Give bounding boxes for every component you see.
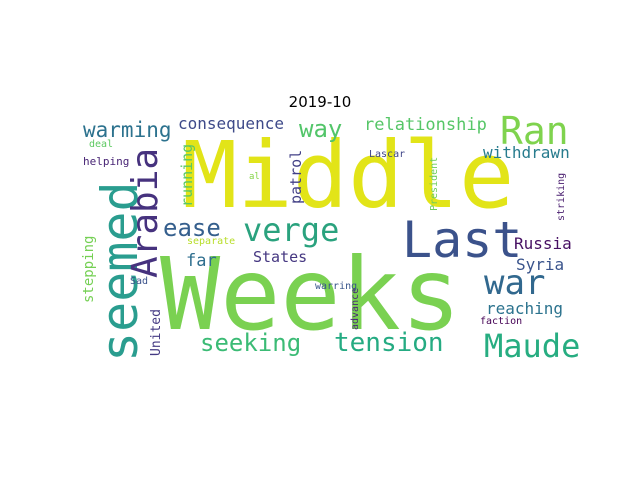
word-advance: advance	[350, 287, 361, 330]
word-way: way	[299, 115, 343, 143]
word-warring: warring	[315, 281, 358, 292]
word-reaching: reaching	[486, 299, 564, 318]
word-far: far	[186, 251, 217, 271]
word-weeks: Weeks	[160, 236, 462, 353]
chart-title: 2019-10	[288, 93, 352, 111]
word-deal: deal	[89, 139, 114, 150]
word-maude: Maude	[484, 327, 581, 365]
word-separate: separate	[187, 236, 236, 247]
word-relationship: relationship	[364, 115, 487, 135]
word-striking: striking	[556, 172, 567, 221]
word-consequence: consequence	[178, 114, 284, 133]
word-running: running	[178, 143, 196, 207]
word-ran: Ran	[500, 109, 569, 153]
word-sad: Sad	[130, 276, 149, 287]
word-withdrawn: withdrawn	[483, 143, 570, 162]
word-states: States	[253, 248, 308, 266]
word-war: war	[484, 263, 546, 303]
word-russia: Russia	[514, 234, 572, 253]
word-warming: warming	[83, 118, 172, 142]
word-president: President	[429, 156, 440, 211]
word-lascar: Lascar	[369, 149, 406, 160]
word-middle: Middle	[182, 122, 515, 229]
word-al: al	[249, 172, 260, 182]
word-syria: Syria	[516, 255, 565, 274]
word-arabia: Arabia	[125, 147, 166, 278]
word-stepping: stepping	[81, 235, 97, 303]
word-tension: tension	[334, 328, 444, 358]
word-ease: ease	[163, 214, 221, 242]
word-verge: verge	[243, 211, 340, 249]
word-faction: faction	[480, 316, 523, 327]
word-united: United	[149, 309, 164, 356]
word-seeking: seeking	[200, 329, 302, 357]
word-helping: helping	[83, 155, 130, 168]
word-patrol: patrol	[287, 149, 305, 204]
word-last: Last	[402, 211, 523, 269]
